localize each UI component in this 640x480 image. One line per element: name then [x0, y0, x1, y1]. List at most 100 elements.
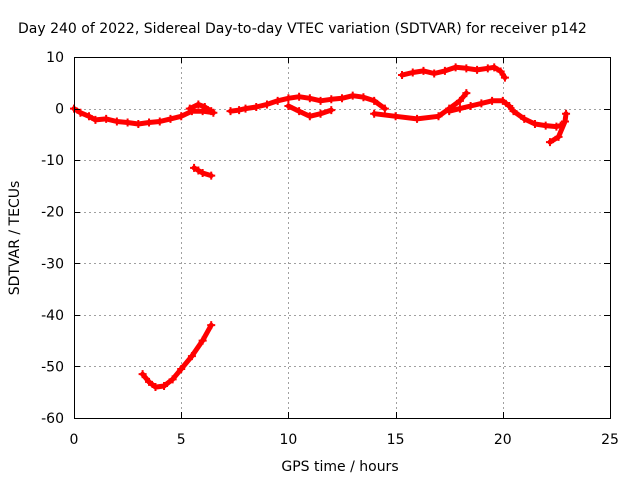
series-arc-midday-spread	[284, 101, 336, 121]
data-point	[419, 66, 428, 75]
data-point	[562, 109, 571, 118]
series-line	[228, 93, 388, 114]
data-point	[316, 96, 325, 105]
series-line	[371, 90, 469, 122]
data-point	[102, 114, 111, 123]
data-point	[462, 89, 471, 98]
data-point	[123, 118, 132, 127]
data-point	[207, 321, 216, 330]
x-axis-label: GPS time / hours	[281, 459, 398, 475]
series-line	[446, 98, 564, 130]
data-point	[552, 122, 561, 131]
data-point	[198, 336, 207, 345]
data-point	[160, 382, 169, 391]
data-point	[76, 108, 85, 117]
data-point	[541, 121, 550, 130]
axis-ticks	[74, 57, 611, 419]
data-point	[273, 96, 282, 105]
data-point	[187, 352, 196, 361]
data-point	[413, 114, 422, 123]
x-tick-label: 0	[70, 432, 79, 448]
data-point	[145, 118, 154, 127]
data-point	[327, 95, 336, 104]
data-point	[200, 103, 209, 112]
data-point	[520, 114, 529, 123]
data-point	[145, 377, 154, 386]
x-tick-label: 10	[279, 432, 297, 448]
data-point	[194, 166, 203, 175]
data-point	[252, 103, 261, 112]
data-point	[348, 91, 357, 100]
data-point	[359, 93, 368, 102]
data-point	[168, 375, 177, 384]
series-arc-afternoon-low	[370, 89, 471, 123]
data-point	[295, 92, 304, 101]
plot-frame	[74, 57, 611, 419]
grid-lines	[74, 57, 610, 418]
data-point	[380, 104, 389, 113]
data-point	[241, 104, 250, 113]
data-point	[190, 163, 199, 172]
data-point	[166, 114, 175, 123]
data-point	[316, 109, 325, 118]
data-point	[498, 96, 507, 105]
series-arc-late	[445, 96, 565, 131]
data-point	[305, 112, 314, 121]
y-tick-label: -30	[41, 256, 64, 272]
y-tick-label: -50	[41, 359, 64, 375]
data-point	[455, 96, 464, 105]
data-point	[284, 94, 293, 103]
data-point	[198, 169, 207, 178]
data-point	[295, 107, 304, 116]
data-point	[483, 64, 492, 73]
data-point	[185, 104, 194, 113]
data-point	[473, 65, 482, 74]
y-tick-label: -10	[41, 153, 64, 169]
data-point	[466, 101, 475, 110]
data-point	[530, 120, 539, 129]
tick-labels: 0 5 10 15 20 25 10 0 -10 -20 -30 -40 -50 -60	[41, 50, 619, 448]
series-line	[191, 165, 214, 179]
x-tick-label: 25	[601, 432, 619, 448]
x-tick-label: 15	[387, 432, 405, 448]
data-point	[112, 117, 121, 126]
data-point	[451, 63, 460, 72]
data-point	[455, 104, 464, 113]
data-point	[207, 171, 216, 180]
y-tick-label: -20	[41, 205, 64, 221]
series-arc-main-early	[70, 104, 218, 129]
data-point	[505, 101, 514, 110]
data-point	[488, 96, 497, 105]
data-point	[155, 117, 164, 126]
data-point	[284, 101, 293, 110]
y-tick-label: -40	[41, 308, 64, 324]
data-point	[262, 100, 271, 109]
data-point	[327, 106, 336, 115]
y-tick-label: -60	[41, 411, 64, 427]
data-point	[338, 94, 346, 103]
data-point	[177, 112, 186, 121]
series-arc-deep-dip	[138, 321, 216, 392]
data-point	[440, 66, 449, 75]
data-point	[370, 109, 379, 118]
data-point	[554, 132, 563, 141]
data-point	[85, 112, 94, 121]
x-tick-label: 5	[177, 432, 186, 448]
data-point	[207, 107, 216, 116]
data-point	[408, 68, 417, 77]
y-tick-label: 10	[46, 50, 64, 66]
data-point	[500, 73, 509, 82]
data-point	[370, 96, 379, 105]
data-point	[177, 365, 186, 374]
data-point	[398, 71, 407, 80]
chart-title: Day 240 of 2022, Sidereal Day-to-day VTE…	[18, 21, 587, 37]
data-point	[496, 67, 505, 76]
data-point	[138, 370, 147, 379]
series-line	[140, 322, 214, 390]
data-point	[462, 64, 471, 73]
data-point	[305, 94, 314, 103]
data-point	[91, 115, 100, 124]
y-tick-label: 0	[55, 102, 64, 118]
data-point	[434, 112, 443, 121]
